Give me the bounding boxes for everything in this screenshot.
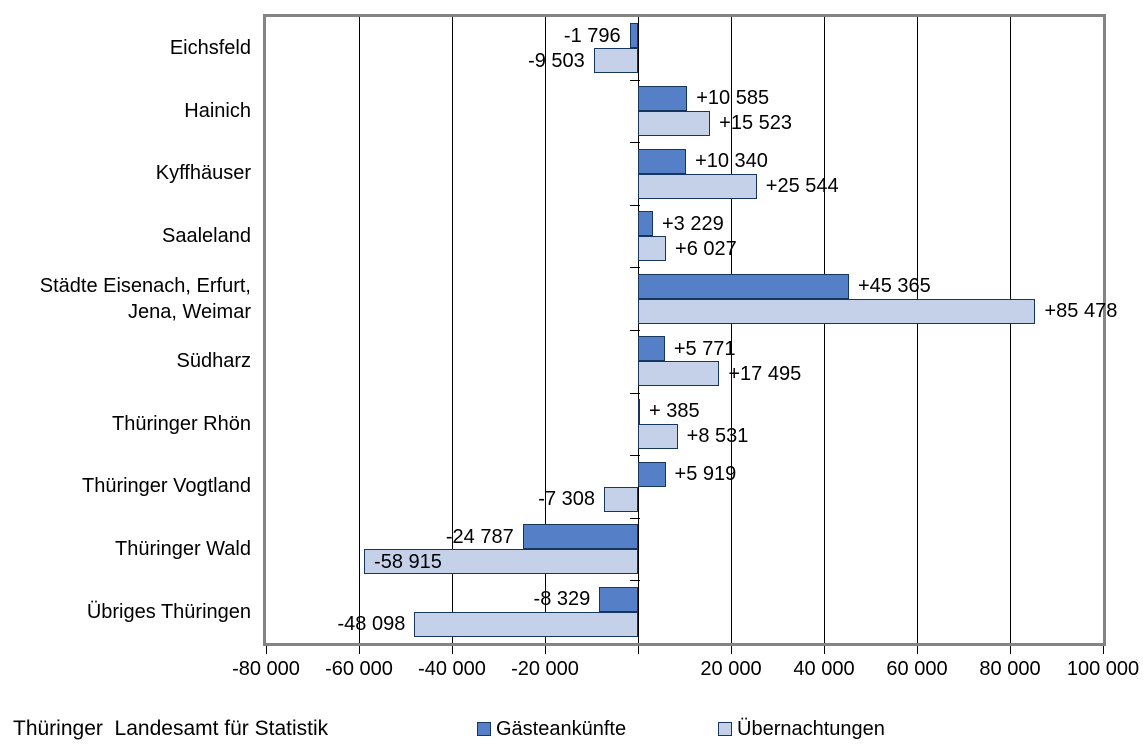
footer: Thüringer Landesamt für Statistik Gästea… [0,712,1148,746]
bar-uebernachtungen [638,423,678,449]
category-label: Thüringer Wald [115,538,251,561]
axis-tick-label: -60 000 [325,658,393,680]
legend: Gästeankünfte Übernachtungen [0,712,1148,746]
bar-value-label: +17 495 [728,362,802,385]
bar-gaesteankuenfte [522,524,638,550]
axis-tick-label: 80 000 [979,658,1041,680]
category-label: Hainich [184,99,251,122]
gridline [1010,17,1011,643]
bar-gaesteankuenfte [638,398,640,424]
value-axis: -80 000 -60 000 -40 000 -20 000 20 000 40 000… [0,646,1148,696]
axis-tick-label: -80 000 [232,658,300,680]
bar-value-label: +10 340 [695,150,768,172]
axis-tick [824,646,825,654]
axis-tick [1010,646,1011,654]
bar-value-label: +10 585 [696,87,770,110]
bar-gaesteankuenfte [638,461,666,487]
bar-value-label: -58 915 [374,550,442,573]
bar-value-label: +5 771 [673,337,736,360]
category-tick [630,518,640,519]
bar-gaesteankuenfte [638,211,653,237]
plot-area: -1 796 -9 503 +10 585 +15 523 +10 340 +25 544… [263,14,1117,646]
gridline [545,17,546,643]
category-label: Kyffhäuser [155,162,251,185]
bar-value-label: +25 544 [765,175,839,197]
bar-uebernachtungen [593,48,638,74]
legend-item-uebernachtungen: Übernachtungen [718,712,885,746]
bar-value-label: -1 796 [563,24,621,47]
category-label: Thüringer Vogtland [81,475,251,498]
category-tick [630,142,640,143]
bar-uebernachtungen [364,549,638,575]
category-tick [630,393,640,394]
bar-gaesteankuenfte [599,586,638,612]
category-label: Übriges Thüringen [86,600,251,623]
axis-tick-label: -20 000 [511,658,579,680]
category-label: Eichsfeld [169,37,251,60]
bar-value-label: -9 503 [528,49,585,72]
category-tick [630,580,640,581]
bar-gaesteankuenfte [638,148,687,174]
axis-tick [917,646,918,654]
gridline [917,17,918,643]
axis-tick [545,646,546,654]
category-label: Saaleland [162,225,251,248]
bar-value-label: -7 308 [538,488,596,510]
axis-tick-label: -40 000 [418,658,486,680]
category-label: Südharz [176,350,252,373]
axis-tick [638,646,639,654]
category-label: Städte Eisenach, Erfurt, Jena, Weimar [39,274,251,323]
gridline [731,17,732,643]
gaesteankuenfte-swatch-icon [477,722,491,736]
category-axis: Eichsfeld Hainich Kyffhäuser Saaleland Städt… [0,17,251,643]
axis-tick [731,646,732,654]
bar-gaesteankuenfte [638,273,849,299]
legend-label: Gästeankünfte [496,717,627,740]
bar-uebernachtungen [638,361,720,387]
bar-value-label: + 385 [649,400,700,423]
category-tick [630,80,640,81]
category-tick [630,205,640,206]
bar-value-label: +15 523 [719,112,793,135]
axis-tick-label: 60 000 [886,658,948,680]
bar-uebernachtungen [604,486,638,512]
category-tick [630,330,640,331]
axis-tick-label: 100 000 [1066,658,1140,680]
bar-value-label: +85 478 [1044,300,1118,323]
category-tick [630,267,640,268]
uebernachtungen-swatch-icon [718,722,732,736]
bar-uebernachtungen [638,173,757,199]
axis-tick-label: 20 000 [700,658,762,680]
bar-gaesteankuenfte [629,23,638,49]
bar-value-label: +8 531 [686,425,749,448]
bar-value-label: +3 229 [662,212,724,235]
bar-value-label: +5 919 [674,463,737,485]
source-text: Thüringer Landesamt für Statistik [13,717,329,740]
gridline [452,17,453,643]
axis-tick-label: 40 000 [793,658,855,680]
bar-uebernachtungen [638,236,667,262]
bar-uebernachtungen [638,110,711,136]
axis-tick [266,646,267,654]
gridline [824,17,825,643]
bar-uebernachtungen [638,298,1036,324]
bar-gaesteankuenfte [638,85,688,111]
bar-value-label: +45 365 [857,275,931,298]
legend-item-gaesteankuenfte: Gästeankünfte [477,712,626,746]
bar-gaesteankuenfte [638,336,665,362]
legend-label: Übernachtungen [737,717,885,740]
axis-tick [1103,646,1104,654]
category-label: Thüringer Rhön [112,412,251,435]
bar-value-label: +6 027 [675,237,737,260]
axis-tick [359,646,360,654]
plot-inner: -1 796 -9 503 +10 585 +15 523 +10 340 +25 544… [266,17,1117,643]
bar-uebernachtungen [414,611,638,637]
category-tick [630,455,640,456]
gridline [359,17,360,643]
bar-value-label: -24 787 [445,525,514,548]
axis-tick [452,646,453,654]
bar-value-label: -48 098 [337,613,406,636]
bar-value-label: -8 329 [533,588,591,611]
